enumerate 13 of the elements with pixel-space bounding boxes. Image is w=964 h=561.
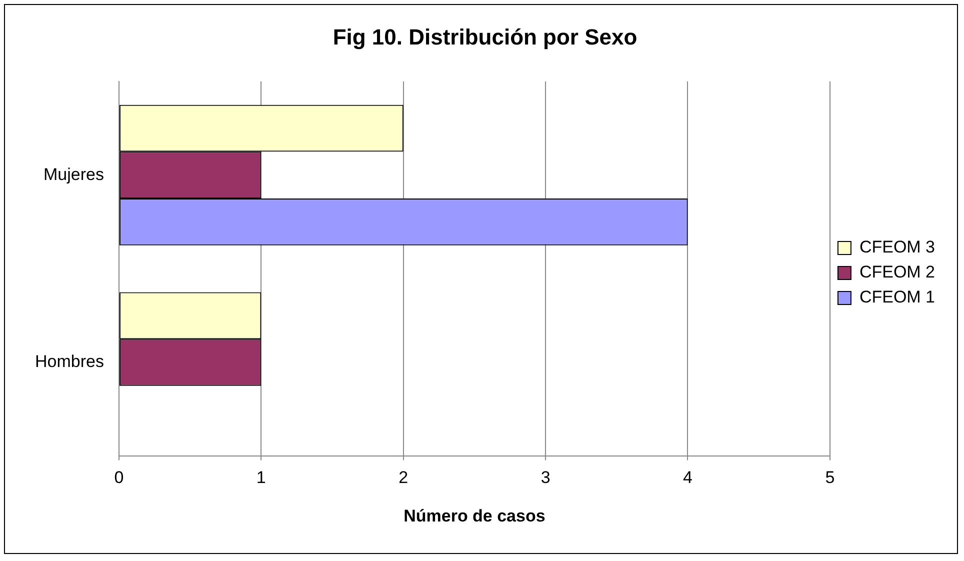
legend-label: CFEOM 2: [859, 262, 935, 282]
x-axis-title: Número de casos: [404, 506, 546, 526]
legend-label: CFEOM 1: [859, 288, 935, 307]
y-tick-label: Hombres: [34, 352, 104, 372]
legend-label: CFEOM 3: [859, 238, 935, 257]
x-tick-label: 2: [398, 468, 408, 488]
x-tick-label: 5: [825, 468, 835, 488]
x-tick-label: 4: [683, 468, 692, 488]
x-tick-label: 1: [256, 468, 266, 488]
x-tick-label: 0: [114, 468, 124, 488]
x-tick-label: 3: [540, 468, 550, 488]
y-tick-label: Mujeres: [43, 164, 104, 184]
chart-title: Fig 10. Distribución por Sexo: [332, 24, 638, 50]
